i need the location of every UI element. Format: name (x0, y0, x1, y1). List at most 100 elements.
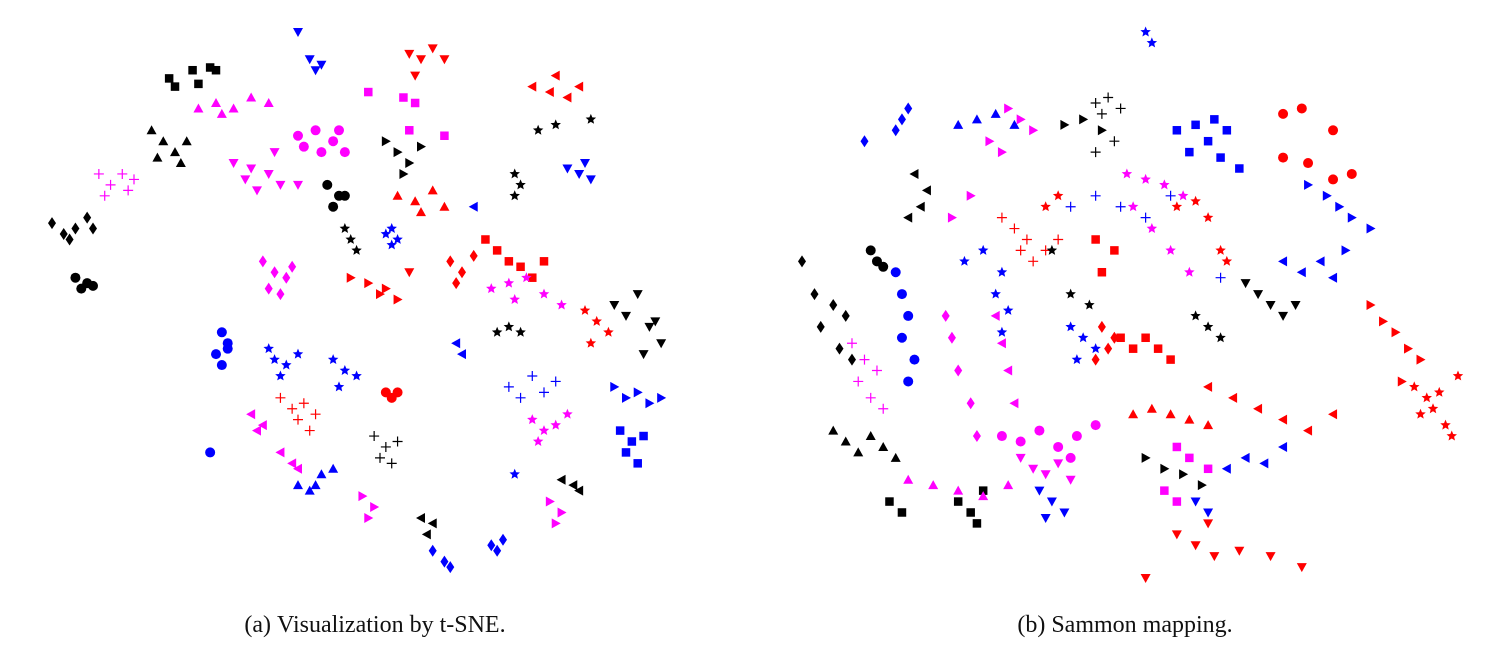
point-magenta-triangle-left-19-3 (1009, 398, 1019, 409)
point-blue-plus-23-3 (1140, 212, 1151, 223)
point-red-star-40-2 (1434, 386, 1445, 397)
point-red-triangle-up-34-4 (1203, 420, 1214, 430)
point-blue-triangle-right-30-4 (1366, 223, 1376, 234)
point-blue-triangle-right-37-0 (610, 381, 620, 392)
point-blue-triangle-up-6-3 (1009, 119, 1020, 129)
point-blue-triangle-left-33-0 (451, 338, 461, 349)
point-blue-triangle-down-38-0 (1034, 486, 1045, 496)
point-magenta-triangle-down-6-2 (263, 169, 274, 179)
point-blue-plus-36-2 (527, 370, 538, 381)
point-magenta-square-10-1 (399, 93, 408, 102)
point-red-circle-1-0 (1278, 108, 1289, 119)
point-red-square-25-4 (528, 273, 537, 282)
point-blue-star-20-3 (990, 288, 1001, 299)
caption-a: (a) Visualization by t-SNE. (0, 612, 750, 639)
point-black-circle-4-2 (76, 283, 87, 294)
point-magenta-triangle-down-6-1 (246, 164, 257, 174)
point-blue-triangle-down-38-3 (1040, 513, 1051, 523)
point-blue-star-28-1 (1077, 332, 1089, 343)
point-magenta-plus-2-2 (117, 168, 128, 179)
point-black-plus-39-2 (392, 436, 403, 447)
point-black-triangle-up-1-5 (175, 158, 186, 168)
point-blue-star-20-3 (386, 223, 397, 234)
point-black-diamond-11-6 (847, 353, 856, 366)
point-magenta-triangle-down-6-7 (240, 175, 251, 185)
point-red-plus-21-0 (996, 212, 1007, 223)
point-blue-diamond-7-1 (891, 124, 900, 137)
point-magenta-triangle-up-15-2 (953, 485, 964, 495)
point-magenta-triangle-down-17-0 (1015, 453, 1026, 463)
point-blue-square-2-2 (1210, 115, 1219, 124)
point-magenta-star-24-5 (1146, 223, 1158, 234)
point-black-triangle-up-13-0 (828, 425, 839, 435)
point-red-circle-1-2 (1328, 125, 1339, 136)
point-black-triangle-left-8-1 (921, 185, 931, 196)
point-red-triangle-up-13-1 (410, 196, 421, 206)
point-red-plus-35-3 (310, 409, 321, 420)
point-red-circle-1-4 (1303, 158, 1314, 169)
point-blue-star-31-2 (281, 359, 292, 370)
point-black-plus-39-0 (369, 431, 380, 442)
point-black-square-14-0 (885, 497, 894, 506)
point-magenta-triangle-down-6-6 (293, 180, 303, 190)
point-black-triangle-up-1-2 (170, 147, 180, 157)
point-black-square-14-1 (897, 508, 907, 517)
point-red-triangle-right-32-3 (1404, 343, 1414, 354)
point-blue-circle-9-3 (896, 332, 907, 343)
point-blue-triangle-up-44-3 (328, 463, 339, 473)
point-magenta-triangle-right-5-6 (947, 212, 957, 223)
point-red-star-40-5 (1452, 370, 1464, 381)
point-magenta-plus-12-4 (865, 392, 876, 403)
point-blue-star-20-5 (996, 326, 1008, 337)
point-magenta-star-40-3 (562, 408, 573, 419)
point-magenta-star-24-3 (1177, 190, 1189, 201)
point-black-circle-8-2 (328, 201, 339, 212)
point-blue-star-31-4 (275, 370, 286, 381)
point-red-triangle-left-14-0 (527, 81, 537, 92)
point-magenta-plus-12-3 (853, 376, 864, 387)
point-magenta-triangle-down-6-0 (228, 159, 239, 169)
point-magenta-circle-16-4 (1071, 431, 1082, 442)
point-black-triangle-left-8-3 (903, 212, 913, 223)
point-magenta-diamond-21-4 (276, 288, 285, 301)
point-blue-triangle-down-16-3 (580, 159, 590, 169)
point-magenta-triangle-right-48-2 (551, 518, 561, 529)
point-red-plus-21-2 (1021, 234, 1032, 245)
point-blue-triangle-down-9-2 (316, 60, 327, 70)
point-magenta-triangle-left-38-0 (246, 409, 256, 420)
point-magenta-diamond-21-0 (258, 255, 267, 268)
point-blue-diamond-50-4 (499, 533, 507, 546)
point-red-triangle-down-23-0 (404, 268, 415, 278)
point-magenta-triangle-down-17-1 (1028, 464, 1039, 474)
point-blue-circle-30-2 (211, 349, 221, 360)
point-magenta-star-40-4 (532, 436, 544, 446)
point-blue-star-28-3 (1071, 354, 1083, 365)
point-red-triangle-left-14-3 (574, 81, 584, 92)
point-blue-triangle-left-37-1 (1240, 452, 1250, 463)
point-black-square-14-3 (966, 508, 975, 517)
point-black-plus-3-4 (1109, 136, 1120, 147)
point-black-triangle-left-49-0 (416, 512, 425, 523)
point-red-circle-1-1 (1296, 103, 1307, 114)
point-blue-plus-23-1 (1090, 190, 1101, 201)
point-magenta-triangle-right-48-0 (545, 496, 555, 507)
point-blue-triangle-right-37-4 (657, 392, 667, 403)
point-blue-square-2-6 (1216, 153, 1225, 162)
point-black-triangle-up-1-1 (158, 136, 169, 146)
point-magenta-triangle-left-43-1 (287, 458, 297, 469)
point-blue-plus-23-2 (1115, 201, 1126, 212)
point-black-diamond-11-1 (810, 288, 819, 301)
point-magenta-circle-7-1 (310, 125, 321, 136)
point-magenta-plus-12-1 (859, 354, 870, 365)
point-magenta-diamond-18-1 (947, 331, 956, 344)
point-magenta-plus-2-3 (123, 185, 134, 196)
point-red-star-40-3 (1415, 408, 1426, 419)
point-blue-square-41-1 (627, 437, 637, 446)
point-black-diamond-3-2 (71, 222, 80, 235)
point-magenta-star-24-4 (1127, 201, 1139, 212)
point-black-plus-3-5 (1090, 147, 1101, 158)
point-red-star-40-7 (1446, 430, 1457, 441)
point-black-plus-3-3 (1096, 108, 1107, 119)
point-red-triangle-right-22-1 (364, 278, 374, 289)
point-black-triangle-down-27-2 (632, 290, 643, 300)
